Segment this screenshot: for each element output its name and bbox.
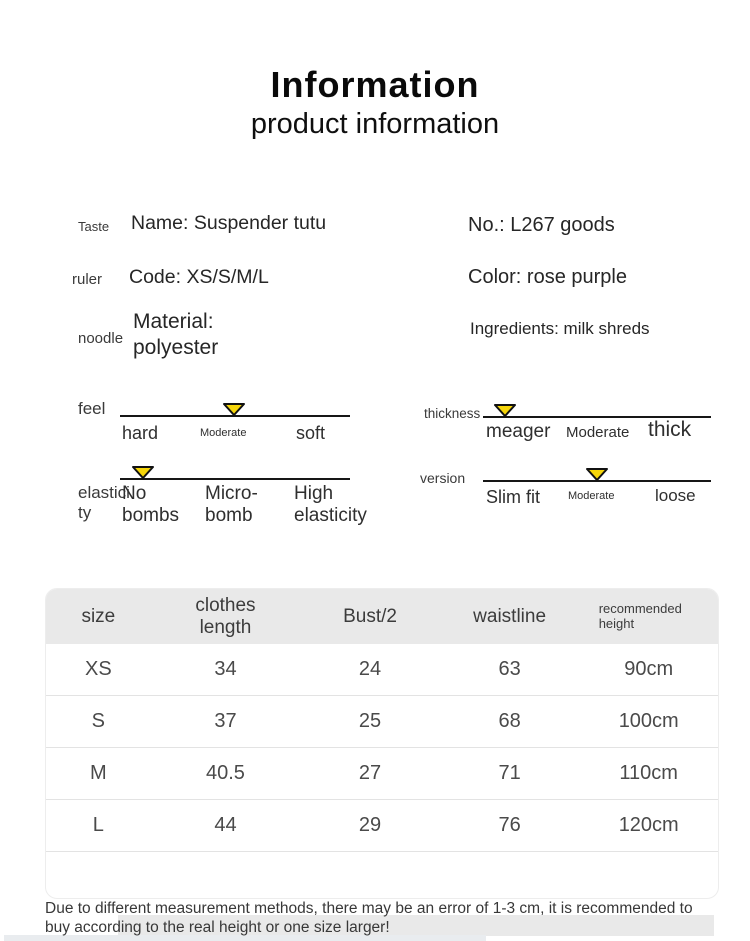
feel-tick-soft: soft xyxy=(296,423,326,443)
feel-scale-line xyxy=(120,415,350,417)
triangle-marker-icon xyxy=(586,468,608,481)
cell-bust: 24 xyxy=(358,658,382,680)
column-header-clothes-length: clothes length xyxy=(195,594,256,638)
slider-feel-label: feel xyxy=(78,399,106,418)
thickness-scale-line xyxy=(483,416,711,418)
cell-waistline: 71 xyxy=(498,762,521,784)
page-title: Information xyxy=(270,64,480,105)
cell-bust: 25 xyxy=(358,710,382,732)
cell-clothes-length: 40.5 xyxy=(206,762,245,784)
spec-value-code: Code: XS/S/M/L xyxy=(129,266,269,288)
cell-recommended-height: 120cm xyxy=(618,814,679,836)
spec-value-material: Material: polyester xyxy=(133,310,219,359)
cell-size: M xyxy=(90,762,107,784)
spec-value-ingredients: Ingredients: milk shreds xyxy=(470,319,650,338)
thickness-tick-moderate: Moderate xyxy=(566,424,630,441)
table-row: S 37 25 68 100cm xyxy=(46,696,718,748)
cell-bust: 29 xyxy=(358,814,382,836)
footer-highlight xyxy=(118,915,714,936)
version-tick-slim-fit: Slim fit xyxy=(486,487,540,507)
slider-thickness-label: thickness xyxy=(424,406,481,421)
cell-recommended-height: 90cm xyxy=(624,658,674,680)
cell-clothes-length: 34 xyxy=(214,658,237,680)
elasticity-tick-high-elasticity: High elasticity xyxy=(294,483,367,526)
size-table-header: size clothes length Bust/2 waistline rec… xyxy=(46,589,718,644)
cell-clothes-length: 44 xyxy=(214,814,237,836)
thickness-tick-thick: thick xyxy=(648,418,692,441)
cell-bust: 27 xyxy=(358,762,382,784)
page-subtitle: product information xyxy=(250,108,500,140)
table-row: M 40.5 27 71 110cm xyxy=(46,748,718,800)
spec-value-color: Color: rose purple xyxy=(468,266,627,288)
size-table: size clothes length Bust/2 waistline rec… xyxy=(45,588,719,899)
column-header-recommended-height: recommended height xyxy=(598,600,682,631)
slider-version-label: version xyxy=(420,470,466,486)
cell-size: XS xyxy=(85,658,112,680)
cell-size: S xyxy=(91,710,106,732)
feel-tick-hard: hard xyxy=(122,423,159,443)
cell-recommended-height: 100cm xyxy=(618,710,679,732)
spec-value-name: Name: Suspender tutu xyxy=(131,212,327,234)
bottom-strip xyxy=(4,935,486,941)
elasticity-scale-line xyxy=(120,478,350,480)
elasticity-tick-no-bombs: No bombs xyxy=(122,483,180,526)
spec-label-taste: Taste xyxy=(78,219,110,234)
cell-waistline: 68 xyxy=(498,710,521,732)
column-header-size: size xyxy=(81,605,116,627)
spec-label-noodle: noodle xyxy=(78,330,124,347)
cell-recommended-height: 110cm xyxy=(619,762,678,784)
elasticity-tick-micro-bomb: Micro-bomb xyxy=(205,483,258,526)
version-tick-moderate: Moderate xyxy=(568,490,615,502)
version-tick-loose: loose xyxy=(655,486,696,505)
cell-clothes-length: 37 xyxy=(214,710,237,732)
cell-waistline: 76 xyxy=(498,814,521,836)
spec-value-no: No.: L267 goods xyxy=(468,214,615,236)
column-header-bust: Bust/2 xyxy=(343,605,397,627)
triangle-marker-icon xyxy=(494,404,516,417)
feel-tick-moderate: Moderate xyxy=(200,427,247,439)
cell-waistline: 63 xyxy=(498,658,521,680)
thickness-tick-meager: meager xyxy=(486,421,551,442)
measurement-disclaimer: Due to different measurement methods, th… xyxy=(45,900,693,936)
triangle-marker-icon xyxy=(223,403,245,416)
spec-label-ruler: ruler xyxy=(72,271,103,288)
cell-size: L xyxy=(92,814,104,836)
table-row: XS 34 24 63 90cm xyxy=(46,644,718,696)
triangle-marker-icon xyxy=(132,466,154,479)
slider-elasticity-label: elasticity xyxy=(78,483,130,523)
table-row: L 44 29 76 120cm xyxy=(46,800,718,852)
column-header-waistline: waistline xyxy=(473,605,547,627)
